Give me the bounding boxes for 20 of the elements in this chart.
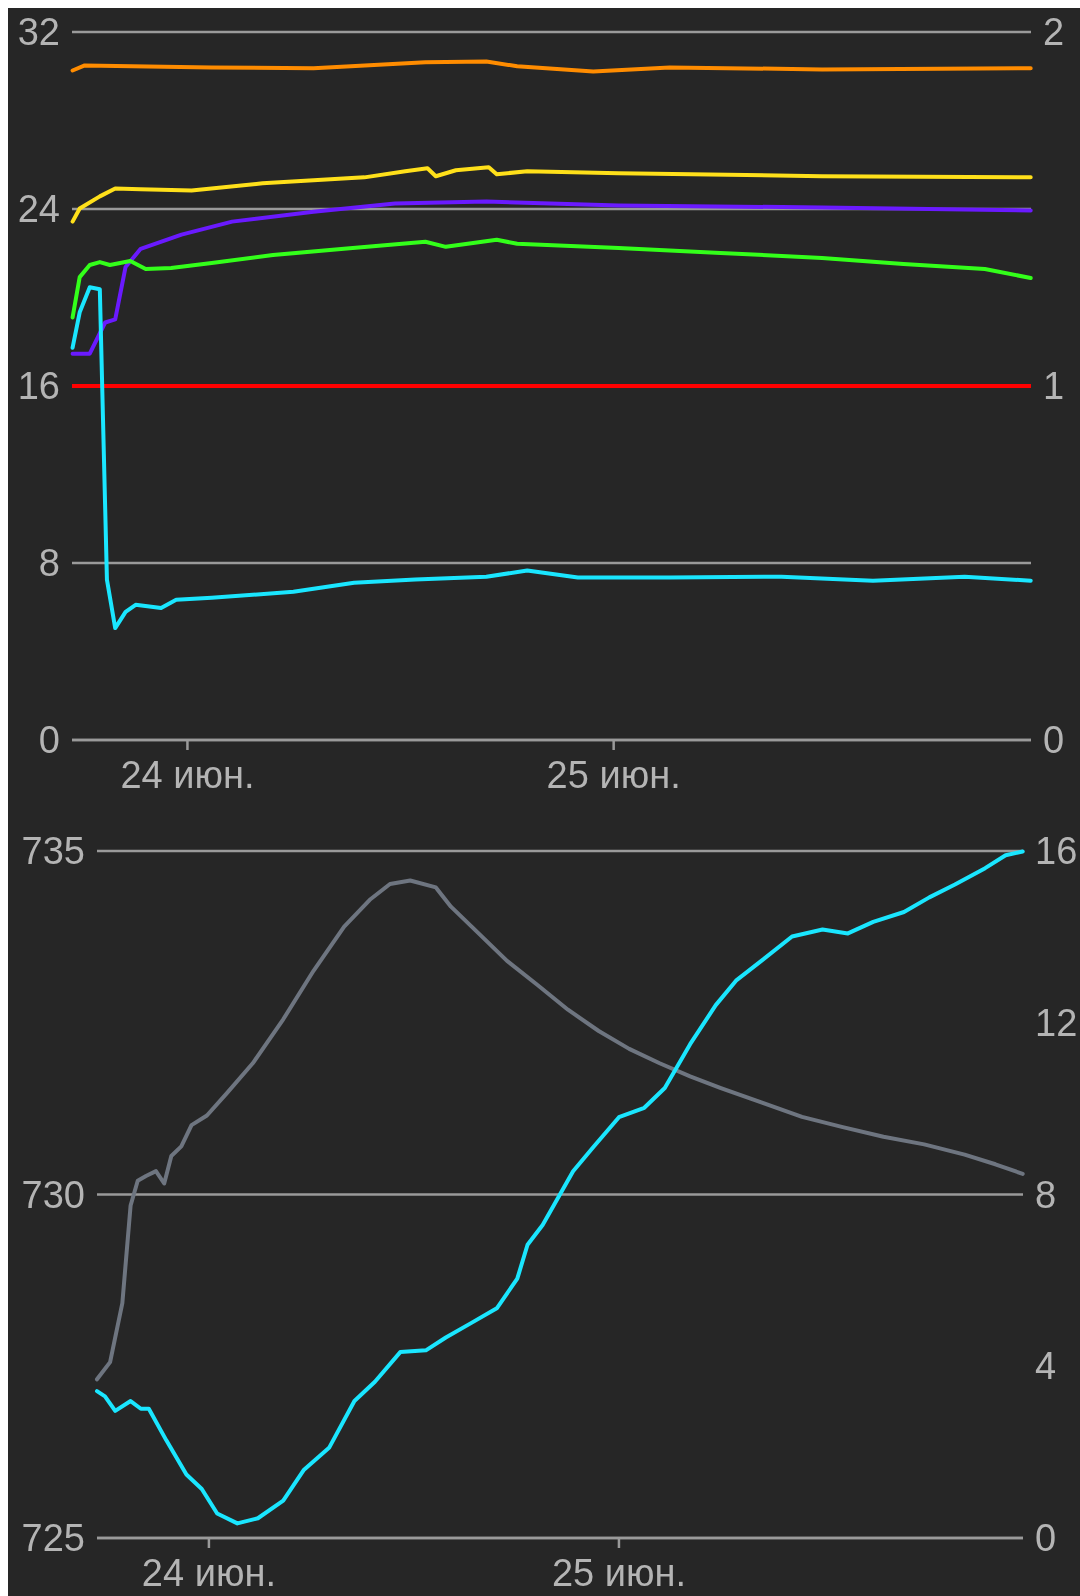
y-tick-label: 735 bbox=[21, 830, 85, 872]
y2-tick-label: 4 bbox=[1035, 1345, 1057, 1388]
x-tick-label: 25 июн. bbox=[546, 754, 681, 796]
x-tick-label: 24 июн. bbox=[141, 1552, 276, 1594]
y-tick-label: 8 bbox=[38, 542, 60, 584]
x-tick-label: 25 июн. bbox=[551, 1552, 686, 1594]
y2-tick-label: 16 bbox=[1035, 830, 1078, 872]
x-tick-label: 24 июн. bbox=[120, 754, 255, 796]
y2-tick-label: 12 bbox=[1035, 1001, 1078, 1044]
y2-tick-label: 8 bbox=[1035, 1173, 1057, 1216]
y-tick-label: 0 bbox=[38, 719, 60, 761]
y-tick-label: 725 bbox=[21, 1517, 85, 1559]
y-tick-label: 32 bbox=[17, 11, 60, 53]
y-tick-label: 730 bbox=[21, 1173, 85, 1216]
y2-tick-label: 0 bbox=[1043, 719, 1065, 761]
y-tick-label: 16 bbox=[17, 365, 60, 407]
y2-tick-label: 2 bbox=[1043, 11, 1065, 53]
y2-tick-label: 1 bbox=[1043, 365, 1065, 407]
y-tick-label: 24 bbox=[17, 188, 60, 230]
y2-tick-label: 0 bbox=[1035, 1517, 1057, 1559]
